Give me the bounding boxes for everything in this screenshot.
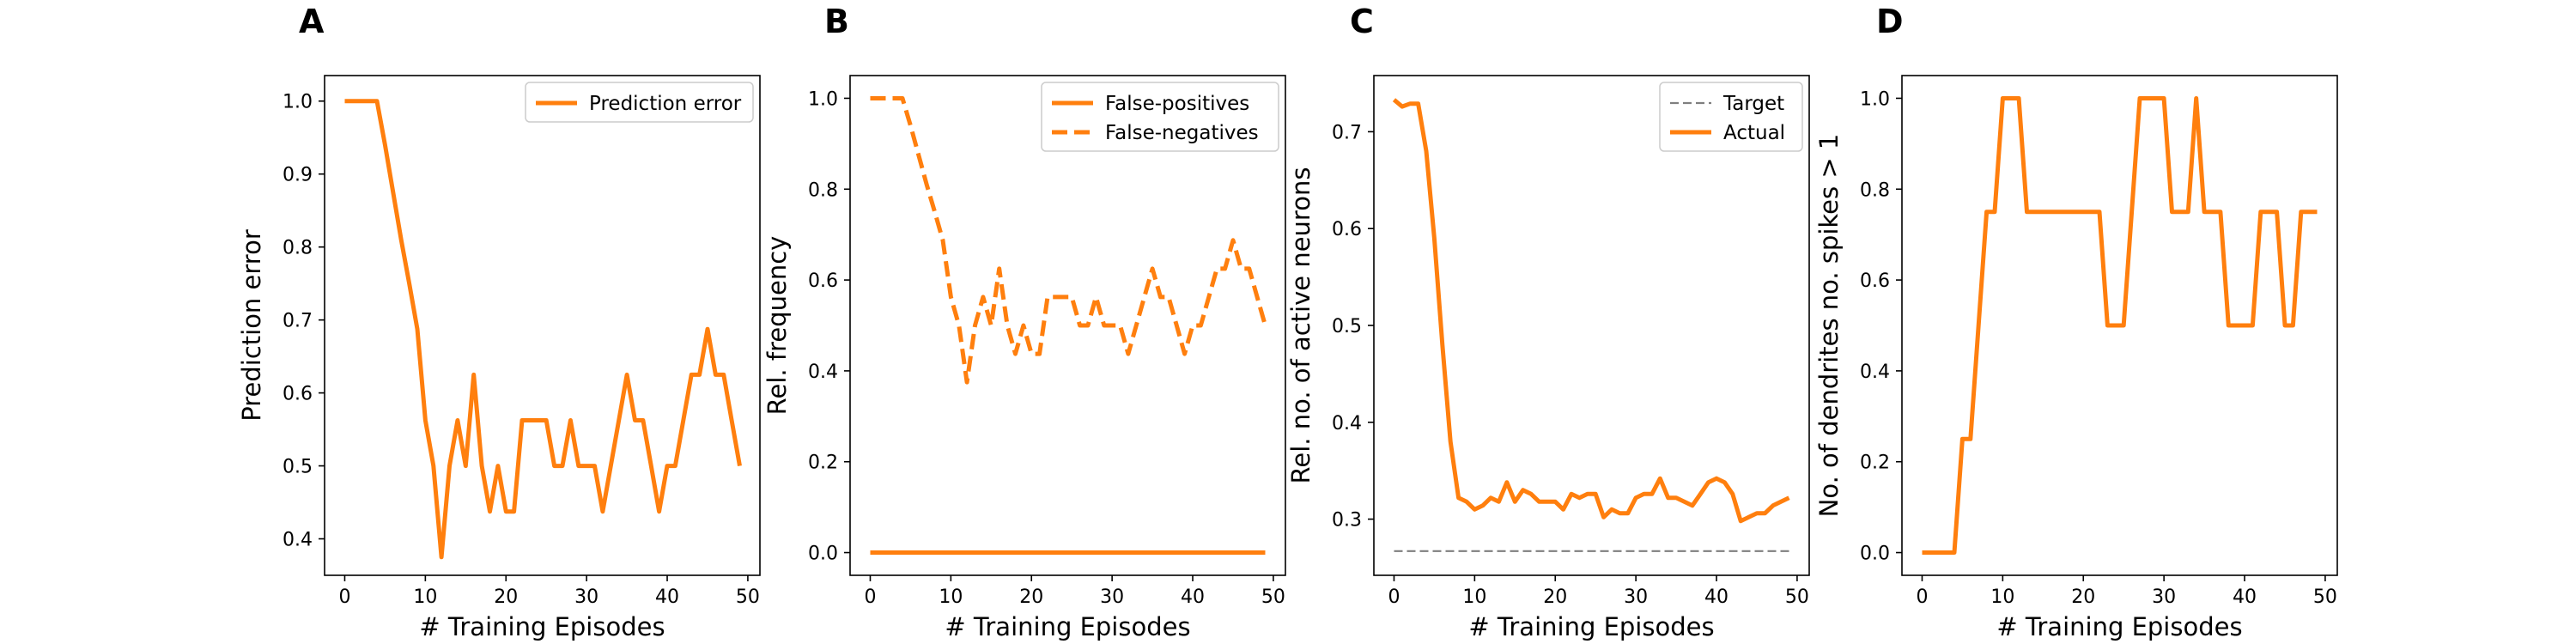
y-axis-label: Prediction error <box>237 229 266 422</box>
x-tick-label: 10 <box>1990 586 2014 608</box>
y-tick-label: 0.6 <box>808 270 838 292</box>
y-tick-label: 0.7 <box>283 311 313 332</box>
y-tick-label: 0.4 <box>283 530 313 551</box>
x-tick-label: 0 <box>338 586 350 608</box>
y-tick-label: 0.4 <box>1332 413 1362 434</box>
chart-panel-a: A 0 10 20 30 40 50 0.4 0.5 0.6 0.7 0.8 0.9 1.0 # Train… <box>237 3 761 641</box>
x-tick-label: 30 <box>574 586 598 608</box>
panel-letter: A <box>299 3 325 40</box>
x-tick-label: 30 <box>1624 586 1648 608</box>
chart-panel-c: C 0 10 20 30 40 50 0.3 0.4 0.5 0.6 0.7 # Training Ep… <box>1286 3 1810 641</box>
x-tick-label: 50 <box>2313 586 2337 608</box>
y-tick-label: 0.9 <box>283 165 313 186</box>
y-tick-label: 0.5 <box>1332 316 1362 337</box>
x-tick-label: 40 <box>2233 586 2257 608</box>
y-tick-label: 0.0 <box>1860 544 1890 565</box>
y-tick-label: 0.2 <box>808 453 838 474</box>
legend-label: False-positives <box>1105 93 1249 115</box>
series-line-actual <box>1392 98 1790 524</box>
y-tick-label: 0.5 <box>283 457 313 478</box>
x-axis-label: # Training Episodes <box>419 612 665 641</box>
y-tick-label: 0.0 <box>808 544 838 565</box>
plot-frame <box>324 75 761 576</box>
y-axis-label: Rel. frequency <box>762 236 792 416</box>
x-tick-label: 20 <box>2071 586 2095 608</box>
x-tick-label: 20 <box>494 586 518 608</box>
y-tick-label: 1.0 <box>808 88 838 110</box>
chart-panel-b: B 0 10 20 30 40 50 0.0 0.2 0.4 0.6 0.8 1.0 # Training… <box>762 3 1286 641</box>
plot-frame <box>1901 75 2338 576</box>
x-tick-label: 50 <box>1785 586 1809 608</box>
y-axis-label: No. of dendrites no. spikes > 1 <box>1814 134 1844 518</box>
y-tick-label: 0.6 <box>283 384 313 405</box>
x-axis-label: # Training Episodes <box>1996 612 2242 641</box>
y-axis-label: Rel. no. of active neurons <box>1286 167 1315 484</box>
y-tick-label: 0.6 <box>1860 270 1890 292</box>
x-tick-label: 0 <box>1388 586 1400 608</box>
x-tick-label: 0 <box>1916 586 1928 608</box>
y-tick-label: 0.6 <box>1332 219 1362 240</box>
legend-box <box>525 82 754 123</box>
series-line-false-negatives <box>870 96 1267 385</box>
y-tick-label: 0.7 <box>1332 122 1362 143</box>
y-tick-label: 1.0 <box>1860 88 1890 110</box>
legend-label: Prediction error <box>589 93 742 115</box>
y-tick-label: 1.0 <box>283 92 313 113</box>
x-tick-label: 10 <box>939 586 963 608</box>
legend-box <box>1041 82 1279 152</box>
series-line-main <box>1922 96 2318 555</box>
y-tick-label: 0.8 <box>1860 179 1890 201</box>
y-tick-label: 0.2 <box>1860 453 1890 474</box>
panel-letter: D <box>1876 3 1904 40</box>
y-tick-label: 0.8 <box>283 238 313 259</box>
x-tick-label: 50 <box>736 586 760 608</box>
chart-panel-d: D 0 10 20 30 40 50 0.0 0.2 0.4 0.6 0.8 1.0 # Training… <box>1814 3 2338 641</box>
panel-letter: B <box>824 3 849 40</box>
panel-letter: C <box>1350 3 1374 40</box>
x-tick-label: 20 <box>1543 586 1567 608</box>
x-tick-label: 30 <box>1100 586 1124 608</box>
x-tick-label: 50 <box>1261 586 1285 608</box>
x-axis-label: # Training Episodes <box>1468 612 1714 641</box>
x-tick-label: 40 <box>1704 586 1728 608</box>
legend-label: Target <box>1722 93 1784 115</box>
y-tick-label: 0.3 <box>1332 510 1362 532</box>
x-tick-label: 40 <box>1181 586 1205 608</box>
legend-label: Actual <box>1723 122 1785 144</box>
x-tick-label: 10 <box>413 586 437 608</box>
x-axis-label: # Training Episodes <box>945 612 1190 641</box>
x-tick-label: 10 <box>1462 586 1486 608</box>
y-tick-label: 0.4 <box>808 361 838 383</box>
legend-label: False-negatives <box>1105 122 1259 144</box>
y-tick-label: 0.4 <box>1860 361 1890 383</box>
plot-frame <box>849 75 1286 576</box>
x-tick-label: 40 <box>655 586 679 608</box>
y-tick-label: 0.8 <box>808 179 838 201</box>
x-tick-label: 20 <box>1019 586 1043 608</box>
series-line-prediction-error <box>344 99 742 560</box>
x-tick-label: 0 <box>864 586 876 608</box>
x-tick-label: 30 <box>2152 586 2176 608</box>
